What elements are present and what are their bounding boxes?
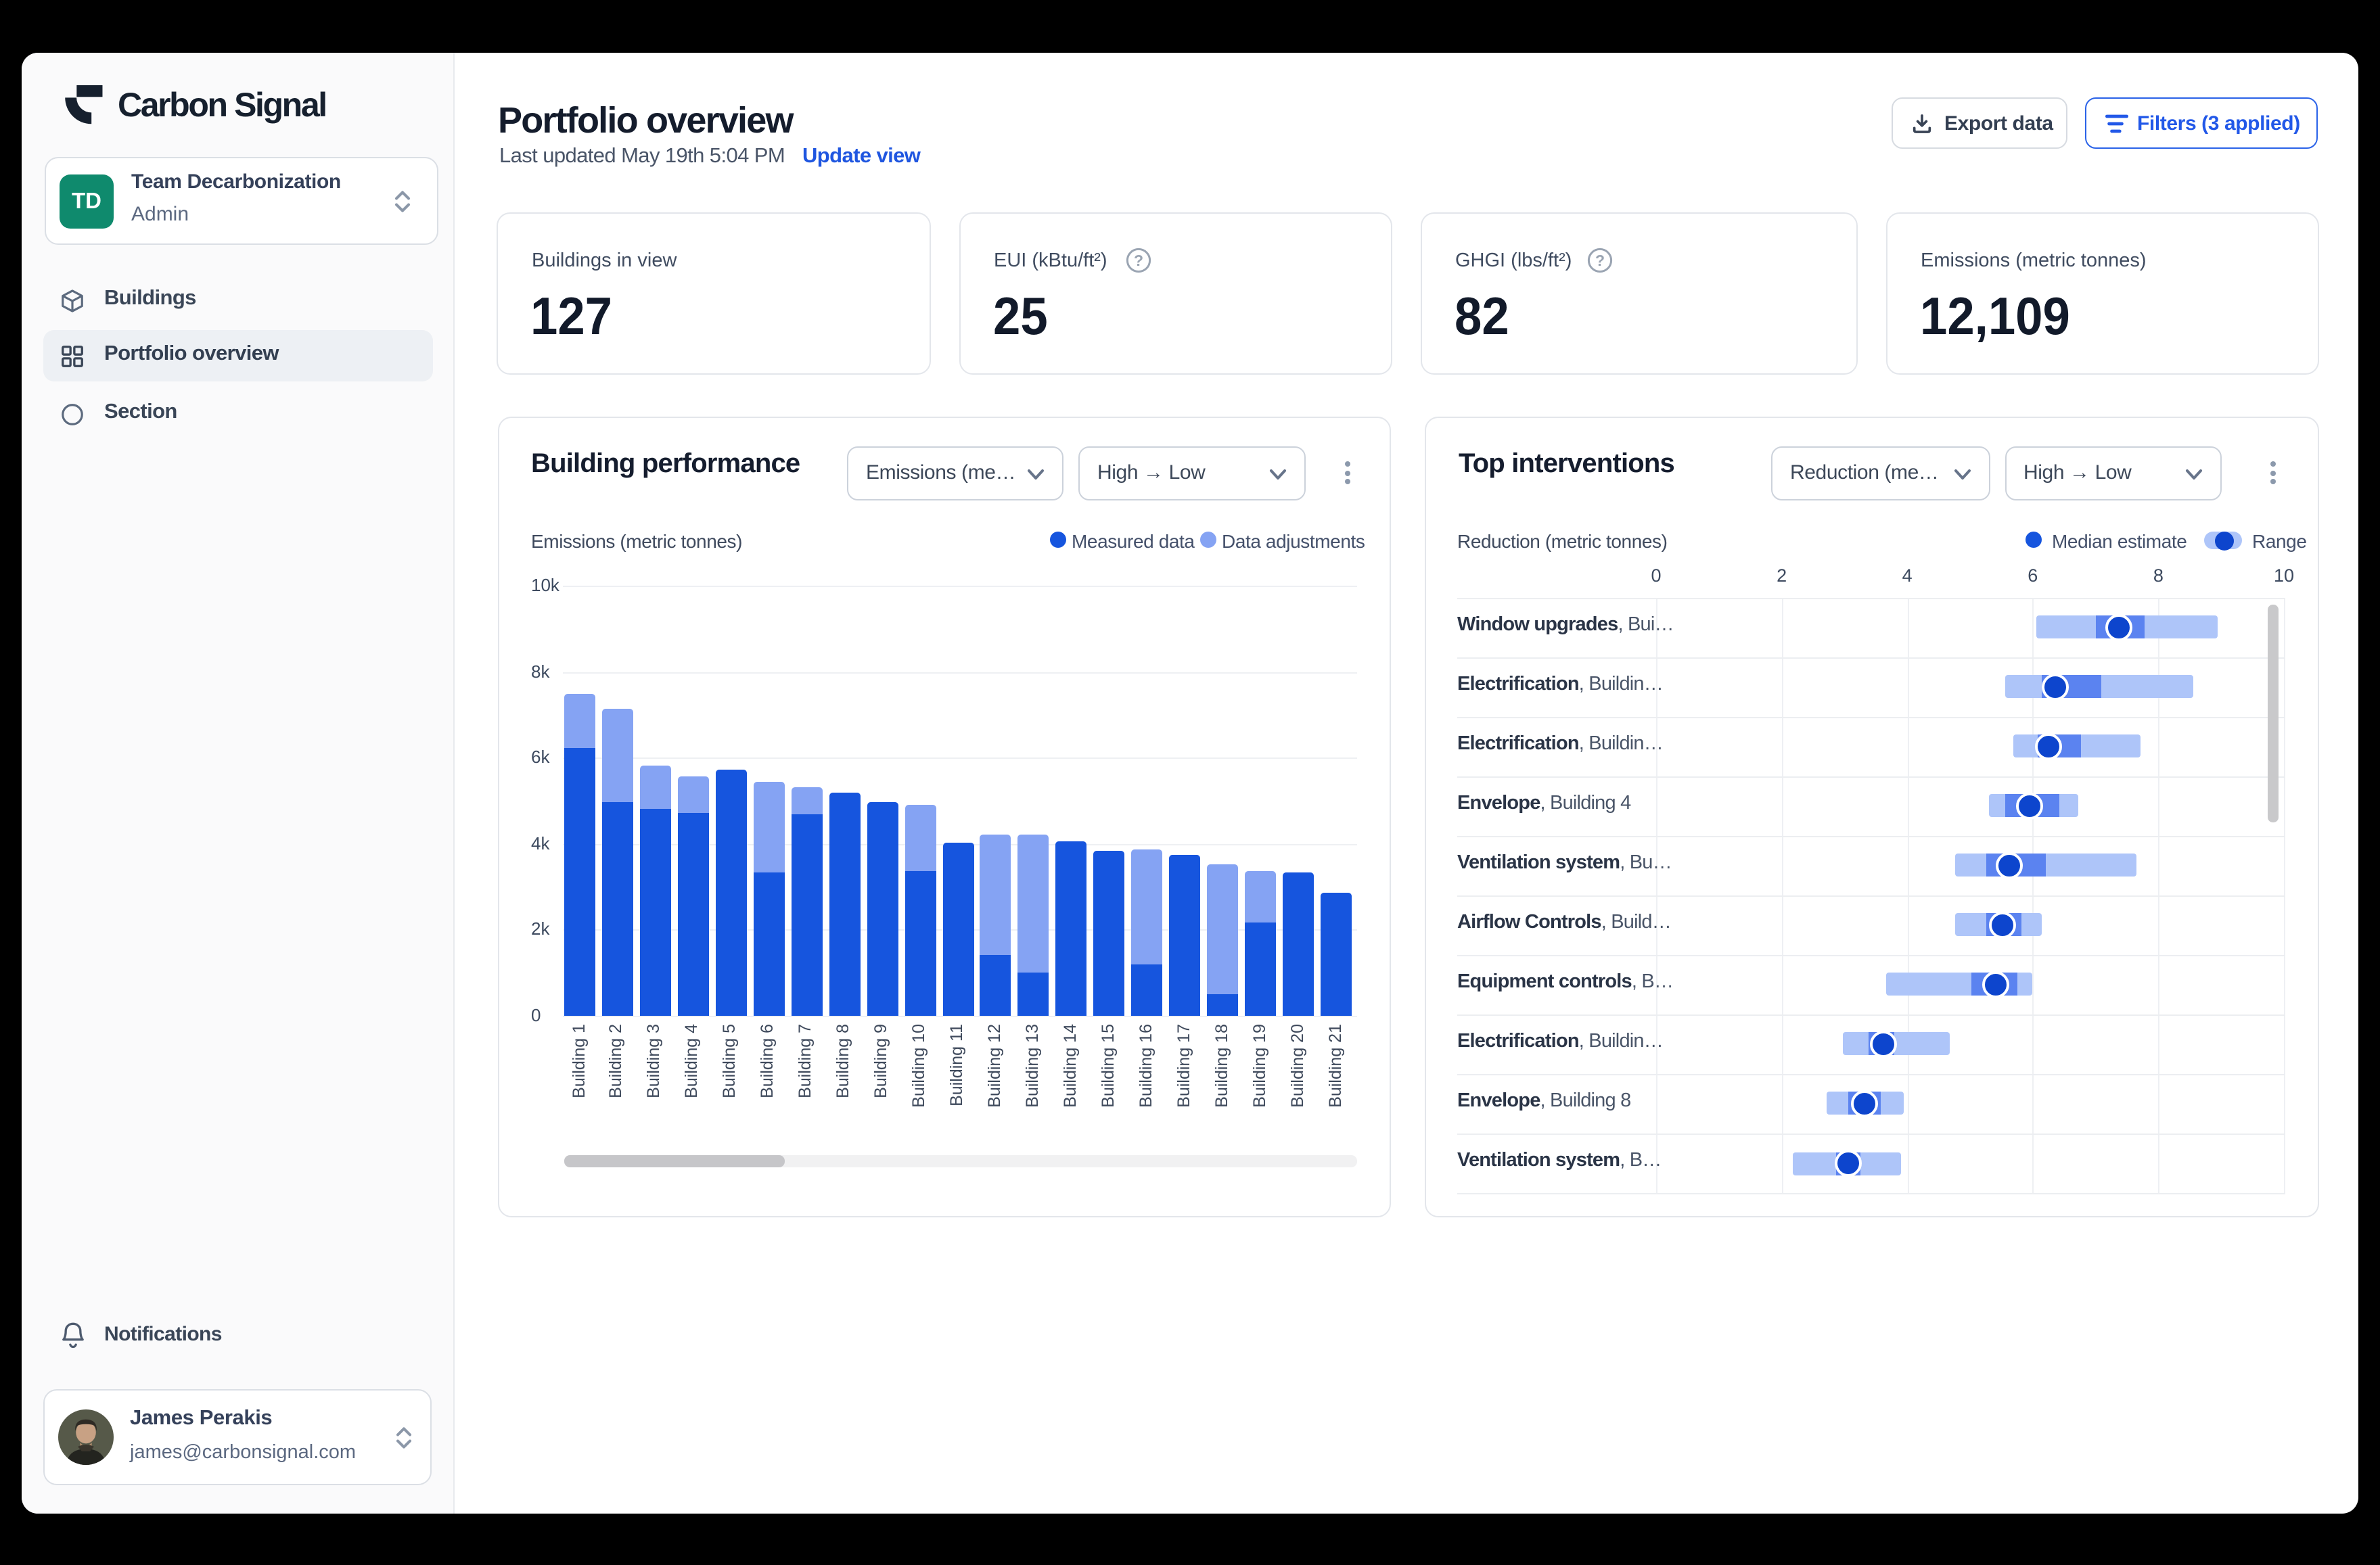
svg-text:?: ? bbox=[1595, 252, 1604, 269]
svg-text:?: ? bbox=[1133, 252, 1143, 269]
